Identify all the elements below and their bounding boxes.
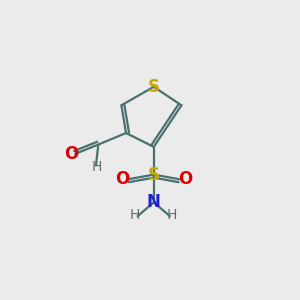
Text: O: O bbox=[178, 170, 192, 188]
Text: O: O bbox=[64, 145, 79, 163]
Text: H: H bbox=[167, 208, 177, 222]
Text: H: H bbox=[130, 208, 140, 222]
Text: S: S bbox=[148, 166, 160, 184]
Text: S: S bbox=[148, 78, 160, 96]
Text: N: N bbox=[147, 193, 161, 211]
Text: O: O bbox=[116, 170, 130, 188]
Text: H: H bbox=[92, 160, 102, 173]
